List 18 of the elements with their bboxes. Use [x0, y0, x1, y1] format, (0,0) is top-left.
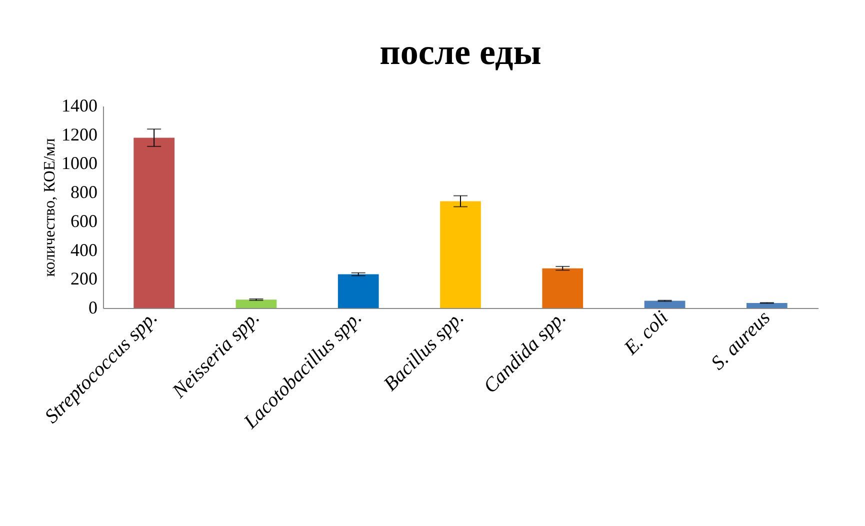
y-tick-label: 1000: [62, 153, 98, 174]
y-tick-label: 0: [88, 298, 98, 318]
bar: [440, 201, 481, 308]
bar: [338, 274, 379, 308]
bar: [746, 302, 788, 308]
x-tick-label: E. coli: [619, 306, 673, 360]
y-tick-label: 200: [70, 268, 98, 289]
y-tick-label: 1200: [62, 124, 98, 144]
y-axis-title: количество, КОЕ/мл: [42, 138, 58, 277]
bar: [542, 268, 584, 308]
y-tick-label: 400: [70, 240, 98, 260]
bar: [236, 300, 277, 308]
chart-title: после еды: [380, 32, 542, 72]
y-tick-label: 1400: [62, 96, 98, 116]
y-tick-label: 600: [70, 210, 98, 231]
bar: [134, 138, 174, 308]
y-tick-label: 800: [70, 182, 98, 202]
bar: [644, 300, 686, 308]
